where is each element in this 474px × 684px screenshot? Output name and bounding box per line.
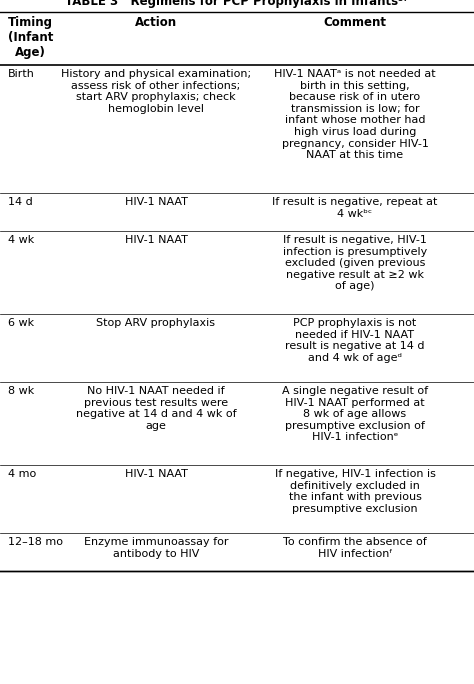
Text: History and physical examination;
assess risk of other infections;
start ARV pro: History and physical examination; assess… (61, 69, 251, 114)
Text: Stop ARV prophylaxis: Stop ARV prophylaxis (97, 318, 216, 328)
Text: A single negative result of
HIV-1 NAAT performed at
8 wk of age allows
presumpti: A single negative result of HIV-1 NAAT p… (282, 386, 428, 443)
Text: Comment: Comment (323, 16, 386, 29)
Text: If negative, HIV-1 infection is
definitively excluded in
the infant with previou: If negative, HIV-1 infection is definiti… (274, 469, 436, 514)
Text: Birth: Birth (8, 69, 35, 79)
Text: 4 mo: 4 mo (8, 469, 36, 479)
Text: 4 wk: 4 wk (8, 235, 34, 245)
Text: 14 d: 14 d (8, 197, 33, 207)
Text: Enzyme immunoassay for
antibody to HIV: Enzyme immunoassay for antibody to HIV (84, 537, 228, 559)
Text: 8 wk: 8 wk (8, 386, 34, 396)
Text: PCP prophylaxis is not
needed if HIV-1 NAAT
result is negative at 14 d
and 4 wk : PCP prophylaxis is not needed if HIV-1 N… (285, 318, 425, 363)
Text: HIV-1 NAATᵃ is not needed at
birth in this setting,
because risk of in utero
tra: HIV-1 NAATᵃ is not needed at birth in th… (274, 69, 436, 160)
Text: Timing
(Infant
Age): Timing (Infant Age) (8, 16, 54, 59)
Text: No HIV-1 NAAT needed if
previous test results were
negative at 14 d and 4 wk of
: No HIV-1 NAAT needed if previous test re… (76, 386, 237, 431)
Text: If result is negative, repeat at
4 wkᵇᶜ: If result is negative, repeat at 4 wkᵇᶜ (272, 197, 438, 219)
Text: HIV-1 NAAT: HIV-1 NAAT (125, 469, 187, 479)
Text: Action: Action (135, 16, 177, 29)
Text: 12–18 mo: 12–18 mo (8, 537, 63, 547)
Text: If result is negative, HIV-1
infection is presumptively
excluded (given previous: If result is negative, HIV-1 infection i… (283, 235, 427, 291)
Text: HIV-1 NAAT: HIV-1 NAAT (125, 235, 187, 245)
Text: HIV-1 NAAT: HIV-1 NAAT (125, 197, 187, 207)
Text: TABLE 3   Regimens for PCP Prophylaxis in Infants³⁷: TABLE 3 Regimens for PCP Prophylaxis in … (65, 0, 409, 8)
Text: 6 wk: 6 wk (8, 318, 34, 328)
Text: To confirm the absence of
HIV infectionᶠ: To confirm the absence of HIV infectionᶠ (283, 537, 427, 559)
